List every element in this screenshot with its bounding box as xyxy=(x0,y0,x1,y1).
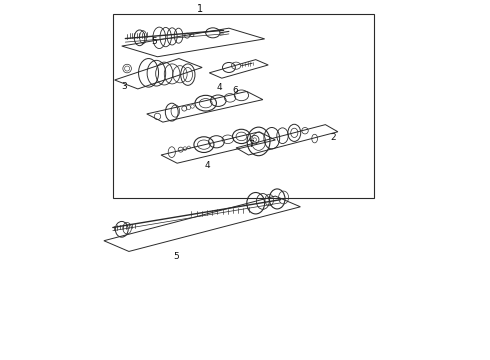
Text: 7: 7 xyxy=(248,140,254,149)
Text: 1: 1 xyxy=(197,4,203,14)
Text: 6: 6 xyxy=(232,86,238,95)
Text: 2: 2 xyxy=(331,133,337,142)
Text: 4: 4 xyxy=(205,161,210,170)
Text: 3: 3 xyxy=(122,82,127,91)
Text: 5: 5 xyxy=(173,252,179,261)
Text: 5: 5 xyxy=(151,37,157,46)
Text: 4: 4 xyxy=(217,83,222,92)
